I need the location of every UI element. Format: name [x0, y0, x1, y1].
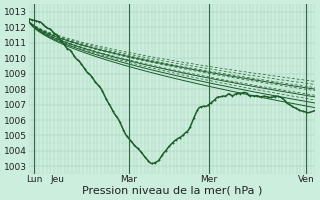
- X-axis label: Pression niveau de la mer( hPa ): Pression niveau de la mer( hPa ): [82, 186, 262, 196]
